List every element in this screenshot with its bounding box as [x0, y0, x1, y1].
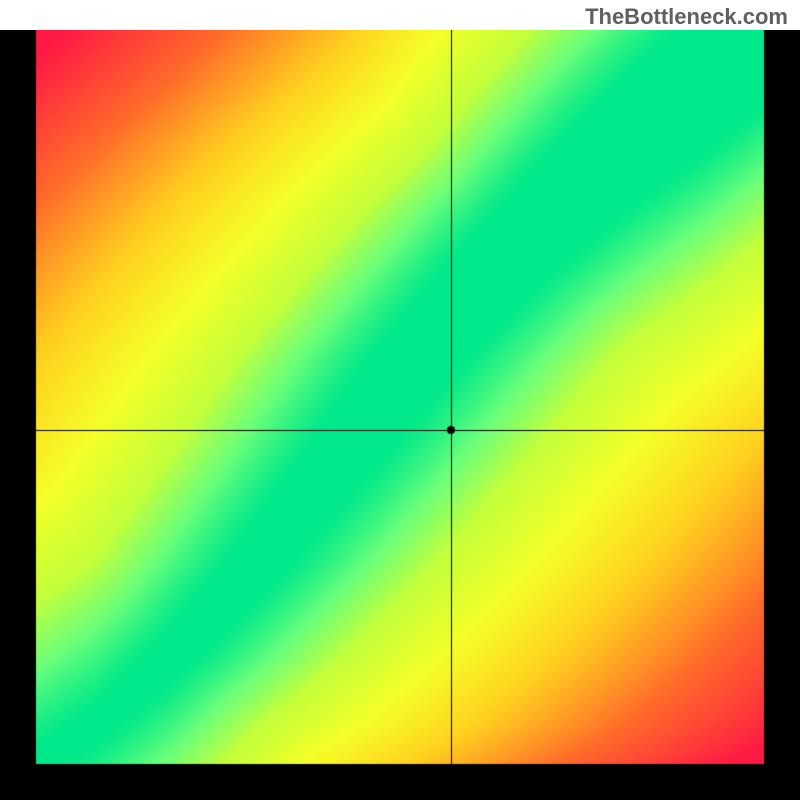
attribution-text: TheBottleneck.com: [585, 4, 788, 30]
bottleneck-heatmap-card: TheBottleneck.com: [0, 0, 800, 800]
heatmap-canvas: [0, 30, 800, 800]
heatmap-chart: [0, 30, 800, 800]
